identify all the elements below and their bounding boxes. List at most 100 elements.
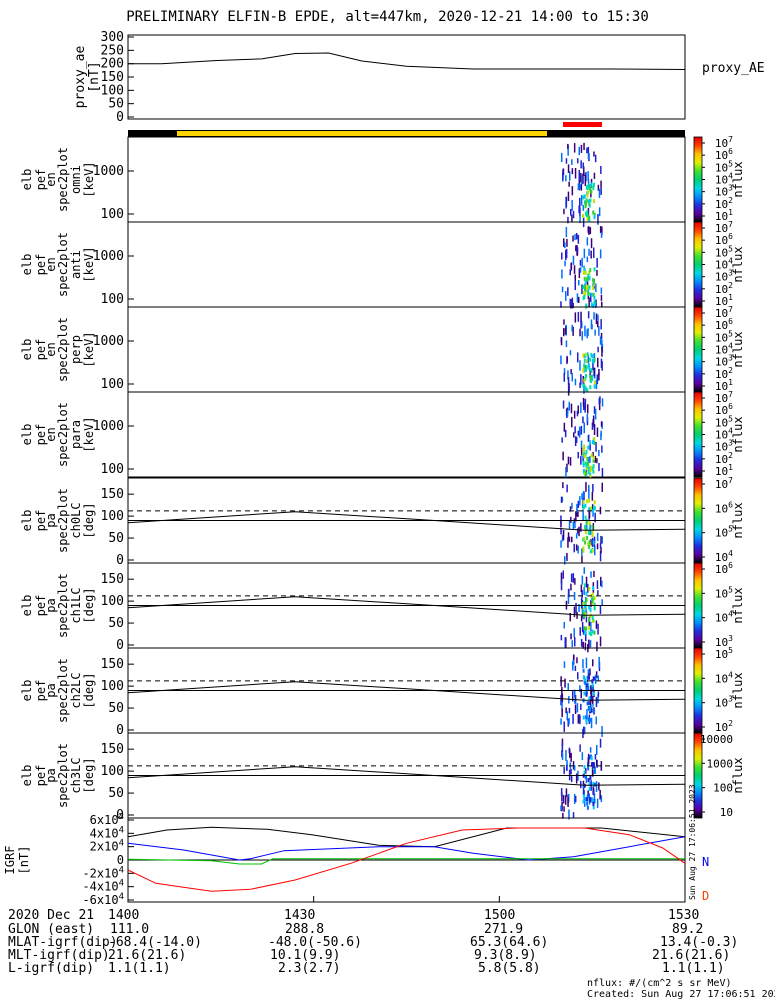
spectrogram-cell [572,761,575,770]
colorbar-tick-label: 105 [715,414,733,429]
colorbar-tick-label: 106 [715,317,733,332]
spectrogram-cell [590,238,593,249]
spectrogram-cell [564,795,567,805]
spectrogram-cell [585,631,587,642]
spectrogram-cell [585,200,588,205]
spectrogram-cell [586,352,589,357]
footer-value: 1400 [108,908,140,923]
spectrogram-cell [596,458,598,464]
spectrogram-cell [593,406,596,414]
spectrogram-cell [566,711,568,721]
colorbar-tick-label: 105 [715,159,733,174]
spectrogram-cell [583,276,586,281]
spectrogram-cell [589,718,591,723]
spectrogram-cell [588,466,591,471]
colorbar-tick-label: 101 [715,463,733,478]
spectrogram-cell [569,269,571,276]
y-tick-label: 300 [101,30,124,45]
colorbar-tick-label: 1000 [707,757,734,770]
spectrogram-cell [587,778,590,783]
spectrogram-cell [585,719,588,724]
spectrogram-cell [587,179,590,189]
y-axis-label: [deg] [82,502,96,538]
spectrogram-cell [587,185,590,190]
spectrogram-cell [583,726,586,734]
spectrogram-cell [577,430,580,436]
spectrogram-cell [585,685,588,690]
spectrogram-cell [566,484,568,493]
spectrogram-cell [596,257,598,268]
y-axis-label: [keV] [82,246,96,282]
spectrogram-cell [582,675,585,680]
y-axis-label: ch1LC [69,587,83,623]
spectrogram-cell [560,695,562,706]
spectrogram-cell [584,515,587,520]
colorbar-tick-label: 101 [715,208,733,223]
spectrogram-cell [587,701,590,706]
spectrogram-cell [592,801,595,806]
y-tick-label: 2x104 [90,839,124,854]
spectrogram-cell [577,545,579,554]
colorbar [693,732,703,819]
spectrogram-cell [585,198,588,203]
spectrogram-cell [589,542,591,547]
spectrogram-cell [572,812,575,819]
spectrogram-cell [584,642,587,651]
spectrogram-cell [581,175,583,185]
footer-label-time: 2020 Dec 21 [8,908,95,923]
spectrogram-cell [594,408,597,420]
spectrogram-cell [587,762,590,767]
colorbar-label: nflux [731,246,745,282]
spectrogram-cell [595,759,598,766]
spectrogram-cell [586,276,589,281]
spectrogram-cell [563,621,565,629]
spectrogram-cell [579,328,581,337]
spectrogram-cell [580,195,583,206]
spectrogram-cell [592,659,594,667]
spectrogram-cell [562,570,564,579]
spectrogram-cell [570,768,572,775]
spectrogram-cell [582,601,585,606]
spectrogram-cell [600,795,603,803]
spectrogram-cell [585,657,588,669]
spectrogram-cell [575,544,578,551]
spectrogram-cell [587,445,590,450]
spectrogram-cell [561,534,564,542]
spectrogram-cell [583,626,586,631]
spectrogram-cell [596,543,599,550]
footer-value: 5.8(5.8) [478,961,541,976]
spectrogram-cell [600,166,602,174]
y-axis-label: perp [69,335,83,364]
spectrogram-cell [592,596,595,601]
spectrogram-cell [589,385,592,390]
y-tick-label: 150 [101,487,124,502]
spectrogram-cell [595,379,598,390]
spectrogram-cell [599,606,602,615]
spectrogram-cell [589,640,592,648]
y-axis-label: spec2plot [56,317,70,382]
chart-title: PRELIMINARY ELFIN-B EPDE, alt=447km, 202… [126,9,649,25]
spectrogram-cell [590,379,592,384]
spectrogram-cell [582,270,585,275]
spectrogram-cell [578,146,580,156]
spectrogram-cell [562,482,564,489]
y-tick-label: 1000 [93,419,124,434]
spectrogram-cell [600,333,603,339]
spectrogram-cell [590,375,593,380]
colorbar-tick-label: 102 [715,719,733,734]
spectrogram-cell [590,319,593,330]
spectrogram-cell [587,291,590,296]
spectrogram-ch1LC [560,567,603,653]
series-line-igrf-z [127,827,686,892]
spectrogram-cell [601,536,603,544]
spectrogram-cell [568,536,571,542]
spectrogram-cell [600,547,602,554]
spectrogram-ch2LC [560,654,603,739]
spectrogram-cell [570,369,572,375]
spectrogram-cell [593,456,595,461]
spectrogram-cell [564,429,567,438]
spectrogram-cell [593,709,596,714]
spectrogram-cell [592,286,595,291]
spectrogram-cell [560,635,563,641]
spectrogram-cell [560,718,562,725]
